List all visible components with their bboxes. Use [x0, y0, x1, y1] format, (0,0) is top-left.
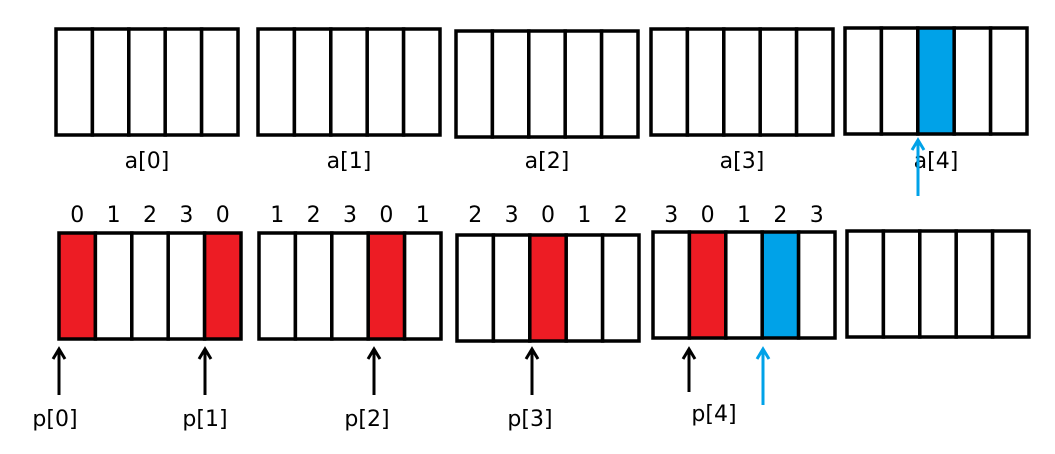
array-label: a[0] [125, 149, 170, 174]
cell [881, 229, 922, 339]
index-label: 3 [179, 203, 193, 228]
index-label: 0 [701, 203, 715, 228]
pointer-label: p[2] [344, 407, 389, 432]
cell [990, 229, 1031, 339]
cell [257, 231, 298, 341]
index-label: 3 [810, 203, 824, 228]
cell [685, 27, 726, 137]
cell [845, 229, 886, 339]
arrow-head [524, 346, 540, 360]
cell [127, 27, 167, 137]
cell [527, 29, 567, 139]
index-label: 2 [307, 203, 321, 228]
array-label: a[3] [720, 149, 765, 174]
array-label: a[2] [525, 149, 570, 174]
cell [491, 233, 532, 343]
cell [130, 231, 170, 341]
cell [163, 27, 204, 137]
cell [366, 231, 407, 341]
cell [490, 29, 531, 139]
cell [455, 233, 496, 343]
cell [564, 233, 605, 343]
cell [651, 230, 692, 340]
index-label: 2 [773, 203, 787, 228]
cell [293, 231, 334, 341]
cell [90, 27, 131, 137]
index-label: 1 [107, 203, 121, 228]
cell [988, 26, 1029, 136]
pointer-label: p[0] [32, 407, 77, 432]
pointer-label: p[1] [182, 407, 227, 432]
cell [758, 27, 799, 137]
index-label: 0 [70, 203, 84, 228]
cell [166, 231, 207, 341]
index-label: 3 [343, 203, 357, 228]
cell [600, 233, 641, 343]
cell [292, 27, 333, 137]
cell [954, 229, 995, 339]
cell [402, 231, 443, 341]
cell [256, 27, 297, 137]
cell [794, 27, 835, 137]
cell [401, 27, 442, 137]
index-label: 2 [614, 203, 628, 228]
cell [687, 230, 728, 340]
pointer-label: p[3] [507, 407, 552, 432]
cell [199, 27, 240, 137]
cell [202, 231, 243, 341]
cell [93, 231, 134, 341]
cell [57, 231, 98, 341]
cell [599, 29, 640, 139]
cell [649, 27, 690, 137]
pointer-label: p[4] [691, 402, 736, 427]
array-label: a[1] [327, 149, 372, 174]
index-label: 1 [416, 203, 430, 228]
cell [952, 26, 993, 136]
cell [722, 27, 762, 137]
cell [330, 231, 370, 341]
arrow-head [51, 346, 67, 360]
cell [760, 230, 801, 340]
cell [365, 27, 406, 137]
cell [843, 26, 884, 136]
index-label: 3 [664, 203, 678, 228]
cell [563, 29, 604, 139]
cell [329, 27, 369, 137]
index-label: 1 [270, 203, 284, 228]
index-label: 0 [379, 203, 393, 228]
index-label: 0 [541, 203, 555, 228]
index-label: 2 [468, 203, 482, 228]
index-label: 3 [505, 203, 519, 228]
array-label: a[4] [914, 149, 959, 174]
cell [916, 26, 956, 136]
index-label: 1 [737, 203, 751, 228]
arrow-head [755, 346, 771, 360]
cell [528, 233, 568, 343]
index-label: 0 [216, 203, 230, 228]
arrow-head [366, 346, 382, 360]
arrow-head [197, 346, 213, 360]
cell [879, 26, 920, 136]
cell [796, 230, 837, 340]
index-label: 1 [577, 203, 591, 228]
cell [54, 27, 95, 137]
cell [454, 29, 495, 139]
index-label: 2 [143, 203, 157, 228]
arrow-head [910, 137, 926, 151]
arrow-head [681, 346, 697, 360]
cell [724, 230, 764, 340]
cell [918, 229, 958, 339]
